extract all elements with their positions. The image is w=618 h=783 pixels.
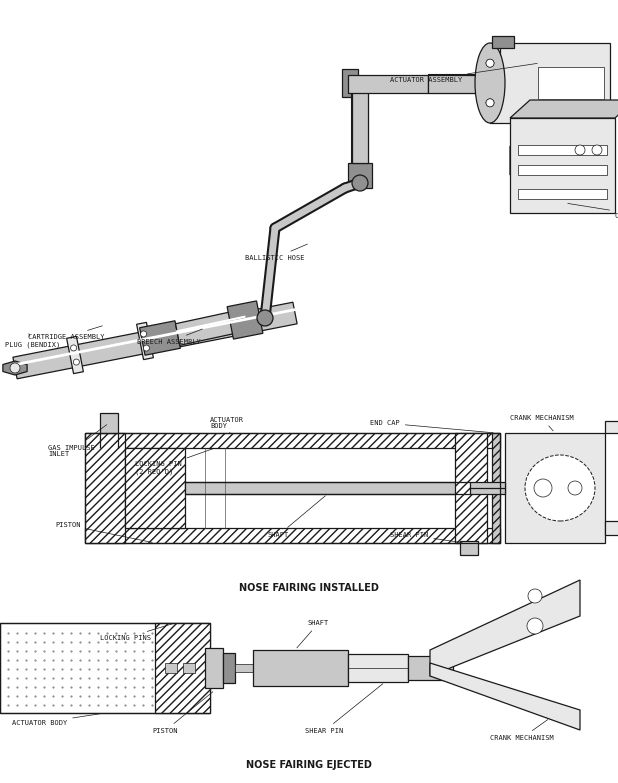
Circle shape bbox=[528, 589, 542, 603]
Circle shape bbox=[257, 310, 273, 326]
Bar bbox=[85, 433, 125, 543]
Bar bbox=[510, 118, 615, 213]
Circle shape bbox=[74, 359, 79, 365]
Circle shape bbox=[141, 331, 146, 337]
Circle shape bbox=[527, 618, 543, 634]
Bar bbox=[348, 654, 408, 682]
Polygon shape bbox=[348, 163, 372, 188]
Polygon shape bbox=[605, 421, 618, 535]
Bar bbox=[253, 650, 348, 686]
Bar bbox=[460, 541, 478, 555]
Bar bbox=[85, 433, 500, 543]
Circle shape bbox=[592, 145, 602, 155]
Bar bbox=[235, 664, 253, 672]
Text: SHAFT: SHAFT bbox=[297, 620, 329, 648]
Bar bbox=[85, 433, 500, 448]
Text: NOSE FAIRING INSTALLED: NOSE FAIRING INSTALLED bbox=[239, 583, 379, 593]
Circle shape bbox=[10, 363, 20, 373]
Circle shape bbox=[486, 60, 494, 67]
Text: GAS IMPULSE
INLET: GAS IMPULSE INLET bbox=[48, 424, 107, 457]
Bar bbox=[470, 482, 505, 494]
Text: LOCKING PINS: LOCKING PINS bbox=[100, 624, 172, 641]
Bar bbox=[348, 75, 428, 93]
Text: SHAFT: SHAFT bbox=[268, 496, 325, 538]
Bar bbox=[492, 36, 514, 48]
Text: CRANK MECHANISM: CRANK MECHANISM bbox=[510, 415, 574, 431]
Bar bbox=[408, 656, 453, 680]
Bar bbox=[0, 623, 210, 713]
Polygon shape bbox=[430, 663, 580, 730]
Bar bbox=[538, 67, 604, 99]
Bar bbox=[165, 663, 177, 673]
Circle shape bbox=[568, 481, 582, 495]
Polygon shape bbox=[137, 323, 153, 359]
Polygon shape bbox=[510, 100, 618, 118]
Bar bbox=[185, 482, 470, 494]
Text: CRANK MECHANISM: CRANK MECHANISM bbox=[490, 720, 554, 741]
Polygon shape bbox=[430, 580, 580, 676]
Bar bbox=[455, 433, 487, 543]
Bar bbox=[490, 43, 610, 123]
Bar bbox=[505, 433, 605, 543]
Ellipse shape bbox=[525, 455, 595, 521]
Polygon shape bbox=[510, 71, 610, 175]
Circle shape bbox=[143, 345, 150, 351]
Bar bbox=[428, 75, 500, 93]
Text: PLUG (BENDIX): PLUG (BENDIX) bbox=[5, 334, 60, 348]
Text: LOCKING PIN
(2 REQ'D): LOCKING PIN (2 REQ'D) bbox=[135, 449, 213, 474]
Bar bbox=[125, 448, 185, 528]
Circle shape bbox=[486, 99, 494, 106]
Circle shape bbox=[575, 145, 585, 155]
Polygon shape bbox=[176, 309, 247, 345]
Circle shape bbox=[352, 175, 368, 191]
Bar bbox=[183, 663, 195, 673]
Text: PISTON: PISTON bbox=[55, 522, 152, 543]
Polygon shape bbox=[67, 337, 83, 373]
Bar bbox=[518, 145, 607, 155]
Text: PISTON: PISTON bbox=[152, 691, 213, 734]
Bar bbox=[155, 623, 210, 713]
Bar bbox=[205, 648, 223, 688]
Text: ACTUATOR
BODY: ACTUATOR BODY bbox=[210, 417, 244, 433]
Polygon shape bbox=[3, 361, 27, 375]
Ellipse shape bbox=[475, 43, 505, 123]
Circle shape bbox=[486, 99, 494, 106]
Circle shape bbox=[486, 60, 494, 67]
Polygon shape bbox=[140, 321, 180, 355]
Polygon shape bbox=[227, 301, 263, 339]
Bar bbox=[223, 653, 235, 683]
Text: NOSE FAIRING EJECTED: NOSE FAIRING EJECTED bbox=[246, 760, 372, 770]
Bar bbox=[100, 413, 118, 433]
Text: SHEAR PIN: SHEAR PIN bbox=[390, 532, 462, 543]
Text: CRANK MECHANISM: CRANK MECHANISM bbox=[568, 204, 618, 219]
Bar bbox=[85, 528, 500, 543]
Bar bbox=[518, 165, 607, 175]
Bar bbox=[352, 88, 368, 163]
Text: ACTUATOR BODY: ACTUATOR BODY bbox=[12, 713, 102, 726]
Polygon shape bbox=[342, 69, 358, 97]
Text: SHEAR PIN: SHEAR PIN bbox=[305, 684, 383, 734]
Bar bbox=[492, 433, 500, 543]
Circle shape bbox=[534, 479, 552, 497]
Text: BALLISTIC HOSE: BALLISTIC HOSE bbox=[245, 244, 307, 261]
Circle shape bbox=[70, 345, 77, 351]
Text: CARTRIDGE ASSEMBLY: CARTRIDGE ASSEMBLY bbox=[28, 326, 104, 340]
Text: BREECH ASSEMBLY: BREECH ASSEMBLY bbox=[137, 329, 203, 345]
Polygon shape bbox=[13, 302, 297, 379]
Text: ACTUATOR ASSEMBLY: ACTUATOR ASSEMBLY bbox=[390, 63, 537, 83]
Bar bbox=[518, 189, 607, 199]
Text: END CAP: END CAP bbox=[370, 420, 493, 433]
